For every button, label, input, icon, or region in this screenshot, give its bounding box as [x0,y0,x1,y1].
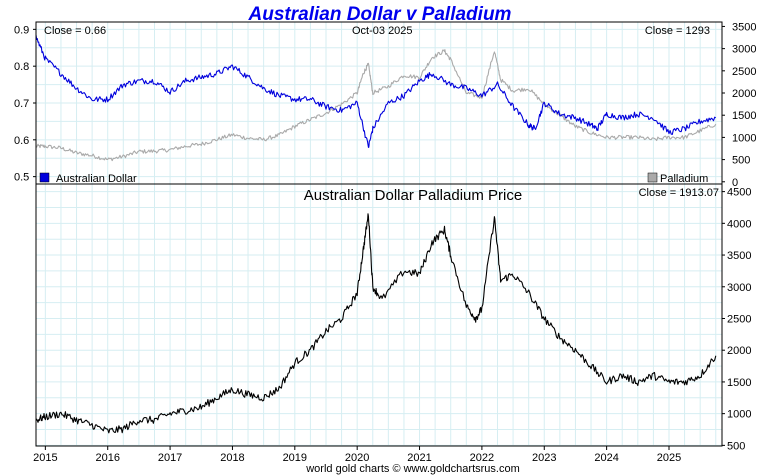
top-left-tick-label: 0.7 [14,98,29,110]
close-price-label: Close = 1913.07 [639,187,719,199]
x-tick-label: 2021 [407,452,431,464]
x-tick-label: 2017 [158,452,182,464]
top-right-tick-label: 2000 [732,88,756,100]
top-left-tick-label: 0.9 [14,24,29,36]
x-tick-label: 2018 [220,452,244,464]
bottom-panel-frame [35,183,723,447]
x-tick-label: 2025 [657,452,681,464]
top-right-tick-label: 3500 [732,21,756,33]
close-palladium-label: Close = 1293 [645,25,710,37]
bottom-right-tick-label: 2000 [727,345,751,357]
bottom-right-tick-label: 3500 [727,250,751,262]
bottom-right-axis: 500 1000 1500 2000 2500 3000 3500 4000 4500 [722,187,751,452]
bottom-panel-series [35,213,717,434]
top-right-tick-label: 0 [732,177,738,189]
top-right-tick-label: 2500 [732,66,756,78]
top-left-tick-label: 0.5 [14,172,29,184]
bottom-right-tick-label: 500 [727,440,745,452]
bottom-right-tick-label: 4000 [727,218,751,230]
legend-aud-label: Australian Dollar [56,173,137,185]
chart-title: Australian Dollar v Palladium [248,4,512,25]
bottom-right-tick-label: 4500 [727,187,751,199]
bottom-panel-title: Australian Dollar Palladium Price [304,187,522,204]
x-tick-label: 2020 [345,452,369,464]
top-right-tick-label: 500 [732,155,750,167]
top-panel-series [35,34,717,162]
close-aud-label: Close = 0.66 [44,25,106,37]
top-right-tick-label: 1500 [732,110,756,122]
legend-palladium-label: Palladium [660,173,708,185]
top-left-tick-label: 0.6 [14,135,29,147]
bottom-right-tick-label: 3000 [727,282,751,294]
series-aud-palladium-price-line [35,213,717,434]
x-tick-label: 2016 [95,452,119,464]
bottom-panel-bg [36,184,722,446]
top-left-axis: 0.5 0.6 0.7 0.8 0.9 [14,24,36,184]
x-axis: 2015 2016 2017 2018 2019 2020 2021 2022 2023 2024… [33,446,681,464]
x-tick-label: 2019 [283,452,307,464]
x-tick-label: 2022 [470,452,494,464]
top-right-axis: 0 500 1000 1500 2000 2500 3000 3500 [722,21,756,189]
footer-credit: world gold charts © www.goldchartsrus.co… [305,463,520,475]
bottom-panel-grid [36,184,722,446]
top-right-tick-label: 1000 [732,132,756,144]
bottom-right-tick-label: 1500 [727,377,751,389]
series-palladium-line [35,49,717,162]
bottom-right-tick-label: 2500 [727,313,751,325]
top-left-tick-label: 0.8 [14,61,29,73]
bottom-right-tick-label: 1000 [727,409,751,421]
date-label: Oct-03 2025 [352,25,413,37]
top-right-tick-label: 3000 [732,44,756,56]
top-panel-grid [36,22,722,184]
legend-aud-swatch [39,172,50,183]
legend-palladium-swatch [647,172,658,183]
x-tick-label: 2015 [33,452,57,464]
x-tick-label: 2023 [532,452,556,464]
series-aud-line [35,34,717,148]
x-tick-label: 2024 [594,452,618,464]
